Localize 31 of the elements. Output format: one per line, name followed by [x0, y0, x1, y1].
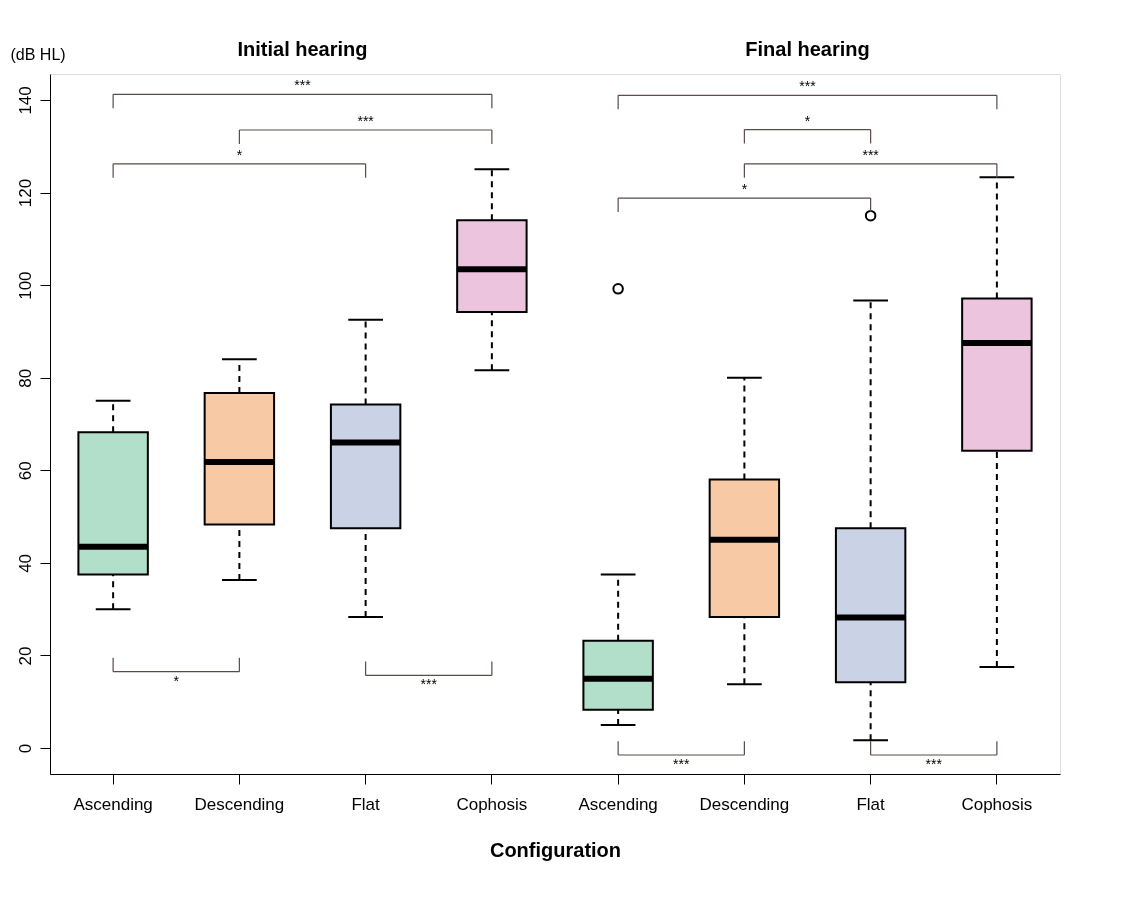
annotation: * [173, 672, 180, 689]
x-tick-label: Descending [194, 794, 285, 814]
annotation: *** [925, 756, 943, 773]
annotation: *** [294, 77, 312, 94]
annotation: *** [799, 78, 817, 95]
text: Final hearing [745, 38, 870, 60]
x-tick-label: Flat [351, 794, 381, 814]
y-tick-label: 40 [15, 553, 35, 573]
x-tick-label: Cophosis [961, 794, 1033, 814]
x-tick-label: Cophosis [456, 794, 528, 814]
x-tick-label: Flat [856, 794, 886, 814]
x-tick-label: Ascending [578, 794, 658, 814]
x-tick-label: Ascending [73, 794, 153, 814]
annotation: *** [862, 146, 880, 163]
y-tick-label: 0 [15, 743, 35, 754]
x-axis-title: Configuration [489, 838, 622, 861]
y-tick-label: 20 [15, 646, 35, 666]
y-tick-label: 120 [15, 178, 35, 208]
annotation: * [741, 181, 748, 198]
annotation: * [236, 146, 243, 163]
y-tick-label: 140 [15, 86, 35, 115]
y-tick-label: 60 [15, 461, 35, 481]
annotation: *** [420, 676, 438, 693]
annotation: * [804, 112, 811, 129]
x-tick-label: Descending [699, 794, 790, 814]
annotation: *** [673, 756, 690, 773]
y-tick-label: 80 [15, 368, 35, 388]
y-axis-title: (dB HL) [10, 45, 66, 63]
y-tick-label: 100 [15, 271, 35, 300]
annotation: *** [357, 113, 375, 130]
text: Initial hearing [237, 38, 368, 60]
